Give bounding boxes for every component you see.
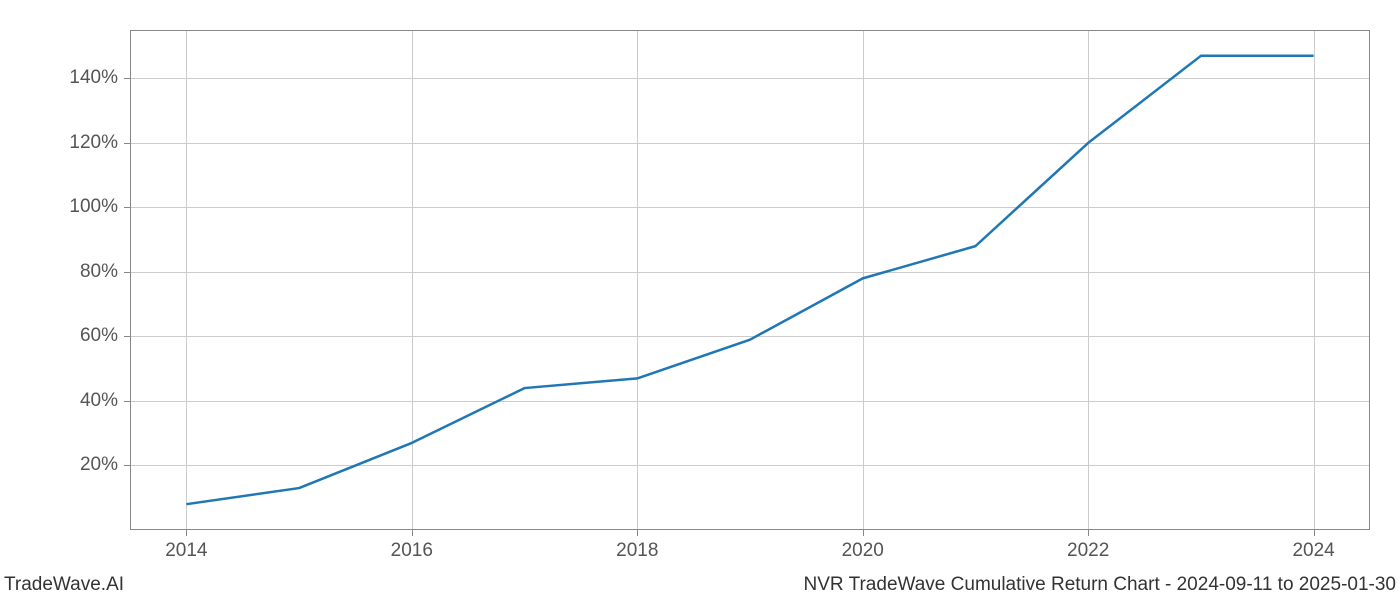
- x-tick-mark: [186, 530, 187, 536]
- line-layer: [130, 30, 1370, 530]
- x-tick-mark: [863, 530, 864, 536]
- x-tick-mark: [412, 530, 413, 536]
- x-tick-label: 2024: [1292, 540, 1334, 562]
- footer-right-text: NVR TradeWave Cumulative Return Chart - …: [804, 574, 1396, 596]
- y-tick-label: 40%: [80, 390, 118, 412]
- x-tick-label: 2014: [165, 540, 207, 562]
- x-tick-mark: [1314, 530, 1315, 536]
- x-tick-label: 2016: [391, 540, 433, 562]
- y-tick-label: 140%: [69, 67, 118, 89]
- y-tick-label: 20%: [80, 454, 118, 476]
- x-tick-label: 2020: [842, 540, 884, 562]
- x-tick-label: 2018: [616, 540, 658, 562]
- plot-area: 20142016201820202022202420%40%60%80%100%…: [130, 30, 1370, 530]
- series-line-cumulative-return: [186, 56, 1313, 504]
- y-tick-label: 100%: [69, 196, 118, 218]
- y-tick-label: 80%: [80, 261, 118, 283]
- chart-container: 2014 2016 2018 2020 2022 2024 20% 40% 60% 80% 100%…: [0, 0, 1400, 600]
- y-tick-label: 60%: [80, 325, 118, 347]
- x-tick-mark: [1088, 530, 1089, 536]
- x-tick-label: 2022: [1067, 540, 1109, 562]
- y-tick-label: 120%: [69, 132, 118, 154]
- footer-left-text: TradeWave.AI: [4, 574, 124, 596]
- x-tick-mark: [637, 530, 638, 536]
